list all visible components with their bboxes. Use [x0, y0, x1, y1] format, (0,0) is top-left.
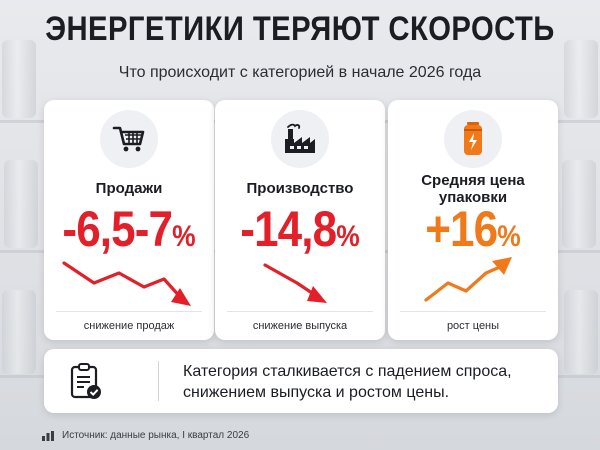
energy-drink-can-icon	[444, 110, 502, 168]
production-label: Производство	[246, 180, 354, 197]
sales-down-trend-icon	[62, 261, 191, 306]
page-subtitle: Что происходит с категорией в начале 202…	[118, 64, 482, 81]
factory-icon	[271, 110, 329, 168]
production-card: Производство -14,8% снижение выпуска	[215, 100, 385, 340]
production-divider	[227, 311, 373, 312]
sales-divider	[56, 311, 202, 312]
clipboard-check-icon	[70, 363, 101, 399]
price-footer: рост цены	[446, 320, 500, 332]
price-card: Средняя цена упаковки +16% рост цены	[388, 100, 558, 340]
source-note: Источник: данные рынка, I квартал 2026	[42, 430, 249, 441]
price-value: +16%	[425, 201, 521, 257]
sales-card: Продажи -6,5-7% снижение продаж	[44, 100, 214, 340]
sales-label: Продажи	[95, 180, 163, 197]
summary-text: Категория сталкивается с падением спроса…	[183, 363, 512, 401]
price-divider	[400, 311, 546, 312]
sales-value: -6,5-7%	[62, 201, 196, 257]
price-up-trend-icon	[424, 257, 512, 302]
source-text: Источник: данные рынка, I квартал 2026	[62, 430, 250, 441]
page-title: ЭНЕРГЕТИКИ ТЕРЯЮТ СКОРОСТЬ	[45, 10, 555, 48]
shopping-cart-icon	[100, 110, 158, 168]
summary-separator	[158, 361, 159, 401]
sales-footer: снижение продаж	[83, 320, 175, 332]
price-label: Средняя цена упаковки	[421, 172, 525, 206]
summary-box: Категория сталкивается с падением спроса…	[44, 349, 558, 413]
production-value: -14,8%	[240, 201, 360, 257]
bar-chart-icon	[42, 430, 54, 441]
production-footer: снижение выпуска	[252, 320, 348, 332]
production-down-trend-icon	[263, 263, 327, 303]
